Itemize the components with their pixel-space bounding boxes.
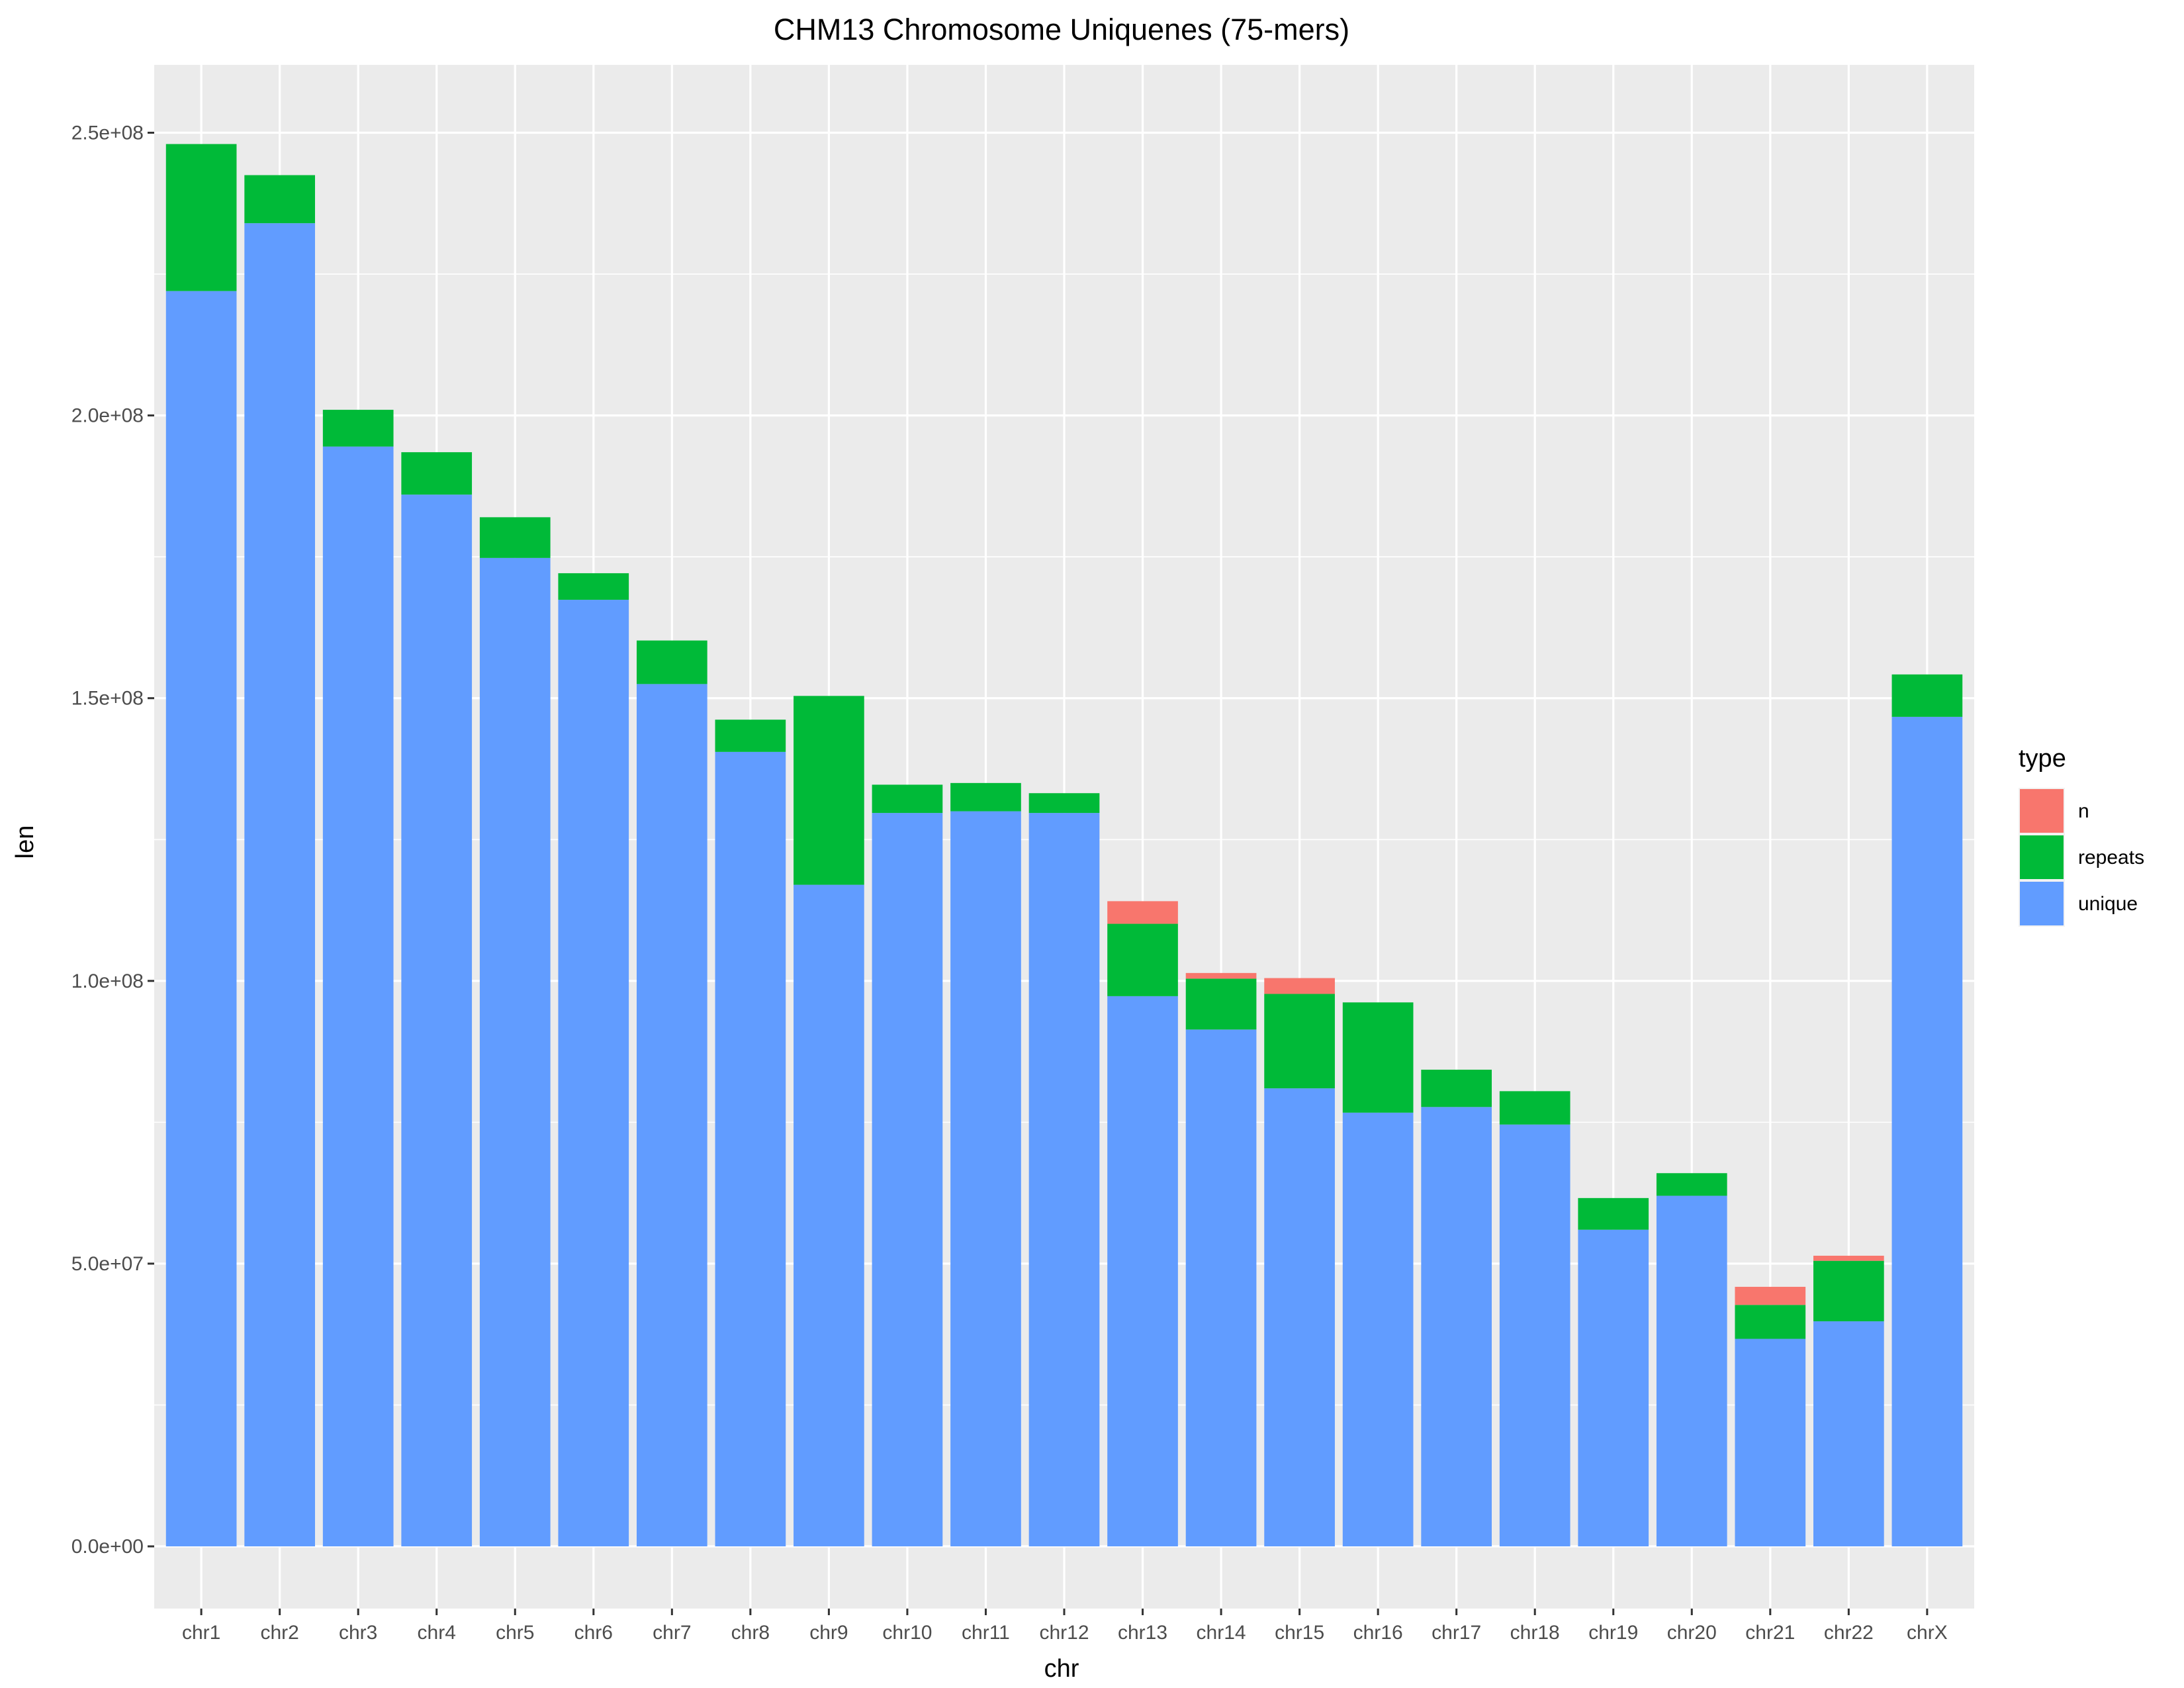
- bar-unique-chr17: [1421, 1107, 1492, 1547]
- bar-repeats-chr19: [1578, 1197, 1649, 1230]
- y-tick-label: 0.0e+00: [71, 1536, 144, 1558]
- x-tick-label: chr6: [574, 1622, 613, 1644]
- bar-group: [165, 144, 1963, 1547]
- x-tick-label: chr21: [1745, 1622, 1795, 1644]
- bar-repeats-chr2: [244, 175, 315, 224]
- bar-unique-chr22: [1813, 1321, 1884, 1547]
- x-tick-label: chr14: [1197, 1622, 1246, 1644]
- bar-unique-chr8: [715, 751, 786, 1547]
- bar-n-chr14: [1185, 972, 1257, 979]
- x-tick-label: chr17: [1432, 1622, 1481, 1644]
- legend-label-repeats: repeats: [2078, 847, 2144, 868]
- bar-repeats-chr15: [1264, 994, 1335, 1089]
- legend-key-n: [2020, 789, 2064, 833]
- bar-repeats-chr11: [950, 782, 1021, 812]
- bar-repeats-chr4: [401, 452, 473, 495]
- y-tick-label: 2.0e+08: [71, 405, 144, 427]
- x-tick-label: chr11: [962, 1622, 1010, 1644]
- bar-repeats-chr6: [558, 573, 629, 600]
- bar-unique-chr18: [1499, 1124, 1570, 1547]
- x-tick-label: chr9: [809, 1622, 848, 1644]
- bar-repeats-chr17: [1421, 1069, 1492, 1107]
- legend-key-repeats: [2020, 835, 2064, 879]
- bar-unique-chr13: [1107, 996, 1178, 1547]
- bar-repeats-chr10: [872, 784, 943, 814]
- x-tick-label: chr2: [260, 1622, 298, 1644]
- bar-unique-chr1: [165, 291, 237, 1547]
- legend-key-unique: [2020, 882, 2064, 925]
- bar-n-chr21: [1735, 1286, 1806, 1305]
- y-axis-title: len: [11, 825, 39, 859]
- bar-repeats-chr13: [1107, 923, 1178, 996]
- bar-repeats-chrX: [1891, 674, 1963, 717]
- legend-title: type: [2019, 745, 2066, 773]
- bar-unique-chr19: [1578, 1229, 1649, 1547]
- x-tick-label: chr18: [1510, 1622, 1560, 1644]
- bar-repeats-chr9: [794, 696, 864, 885]
- bar-unique-chr12: [1028, 813, 1100, 1547]
- y-tick-label: 5.0e+07: [71, 1253, 144, 1275]
- bar-repeats-chr16: [1342, 1002, 1414, 1113]
- bar-repeats-chr1: [165, 144, 237, 291]
- x-tick-label: chr8: [731, 1622, 770, 1644]
- bar-unique-chr11: [950, 811, 1021, 1547]
- bar-unique-chr14: [1185, 1029, 1257, 1547]
- bar-unique-chr3: [322, 446, 394, 1547]
- bar-n-chr15: [1264, 978, 1335, 994]
- x-axis-title: chr: [1044, 1655, 1079, 1683]
- legend-label-unique: unique: [2078, 893, 2138, 915]
- x-tick-label: chr7: [653, 1622, 691, 1644]
- x-tick-label: chr1: [182, 1622, 220, 1644]
- bar-unique-chr5: [479, 557, 551, 1547]
- bar-unique-chr9: [794, 884, 864, 1547]
- bar-unique-chr16: [1342, 1112, 1414, 1547]
- legend-label-n: n: [2078, 800, 2089, 822]
- bar-unique-chr4: [401, 494, 473, 1547]
- x-tick-label: chrX: [1907, 1622, 1948, 1644]
- x-tick-label: chr5: [496, 1622, 534, 1644]
- chart-title: CHM13 Chromosome Uniquenes (75-mers): [774, 13, 1349, 46]
- bar-repeats-chr3: [322, 410, 394, 447]
- bar-repeats-chr20: [1656, 1173, 1727, 1196]
- bar-repeats-chr5: [479, 517, 551, 558]
- bar-n-chr22: [1813, 1255, 1884, 1261]
- x-tick-label: chr10: [882, 1622, 932, 1644]
- bar-repeats-chr7: [636, 640, 707, 684]
- y-tick-label: 2.5e+08: [71, 122, 144, 144]
- bar-unique-chr7: [636, 684, 707, 1547]
- bar-unique-chr21: [1735, 1338, 1806, 1547]
- bar-unique-chr10: [872, 813, 943, 1547]
- x-tick-label: chr3: [339, 1622, 377, 1644]
- x-tick-label: chr12: [1039, 1622, 1089, 1644]
- bar-unique-chrX: [1891, 716, 1963, 1547]
- x-tick-label: chr22: [1824, 1622, 1874, 1644]
- y-axis: 0.0e+00 5.0e+07 1.0e+08 1.5e+08 2.0e+08 2.5e+…: [71, 122, 154, 1558]
- y-tick-label: 1.5e+08: [71, 688, 144, 710]
- bar-repeats-chr18: [1499, 1091, 1570, 1125]
- x-tick-label: chr15: [1275, 1622, 1324, 1644]
- bar-unique-chr20: [1656, 1196, 1727, 1547]
- bar-repeats-chr8: [715, 720, 786, 752]
- x-tick-label: chr16: [1353, 1622, 1403, 1644]
- bar-repeats-chr14: [1185, 978, 1257, 1030]
- bar-unique-chr2: [244, 223, 315, 1547]
- bar-unique-chr6: [558, 600, 629, 1547]
- bar-unique-chr15: [1264, 1088, 1335, 1547]
- bar-repeats-chr22: [1813, 1260, 1884, 1322]
- x-tick-label: chr4: [418, 1622, 456, 1644]
- x-tick-label: chr13: [1118, 1622, 1167, 1644]
- x-tick-label: chr19: [1588, 1622, 1638, 1644]
- bar-n-chr13: [1107, 901, 1178, 924]
- legend: type n repeats unique: [2019, 745, 2144, 927]
- bar-repeats-chr21: [1735, 1305, 1806, 1339]
- bar-repeats-chr12: [1028, 793, 1100, 814]
- y-tick-label: 1.0e+08: [71, 970, 144, 992]
- x-axis: chr1 chr2 chr3 chr4 chr5 chr6 chr7 chr8 chr9 chr1…: [182, 1609, 1948, 1644]
- x-tick-label: chr20: [1667, 1622, 1717, 1644]
